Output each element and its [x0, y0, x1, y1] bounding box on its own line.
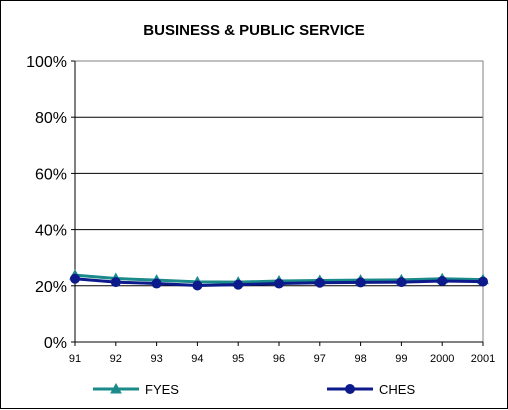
data-point: [110, 277, 121, 288]
y-tick-label: 40%: [35, 223, 67, 240]
x-tick-label: 91: [69, 353, 81, 365]
data-point: [233, 279, 244, 290]
x-tick-label: 2001: [471, 353, 495, 365]
data-point: [396, 277, 407, 288]
data-point: [70, 273, 80, 284]
legend-label: FYES: [145, 382, 179, 397]
legend-label: CHES: [379, 382, 415, 397]
legend-item-fyes: FYES: [93, 382, 179, 397]
chart-title: BUSINESS & PUBLIC SERVICE: [143, 22, 364, 39]
legend-item-ches: CHES: [327, 382, 415, 397]
x-tick-label: 94: [191, 353, 203, 365]
x-tick-label: 98: [354, 353, 366, 365]
x-tick-label: 97: [314, 353, 326, 365]
gridlines: [71, 60, 483, 343]
series: [69, 269, 489, 291]
series-ches: [70, 273, 488, 291]
y-tick-label: 60%: [35, 166, 67, 183]
data-point: [437, 276, 448, 287]
x-tick-label: 99: [395, 353, 407, 365]
legend: FYES CHES: [93, 382, 415, 397]
y-tick-label: 0%: [44, 335, 67, 352]
x-tick-labels: 91 92 93 94 95 96 97 98 99 2000 2001: [69, 353, 495, 365]
data-point: [274, 278, 284, 289]
y-tick-label: 80%: [35, 110, 67, 127]
legend-marker: [110, 382, 122, 394]
y-tick-label: 100%: [26, 54, 67, 71]
x-tick-label: 2000: [430, 353, 454, 365]
axes: [74, 61, 484, 346]
x-tick-label: 96: [273, 353, 285, 365]
legend-marker: [345, 384, 355, 394]
x-tick-label: 93: [150, 353, 162, 365]
x-tick-label: 92: [110, 353, 122, 365]
data-point: [478, 276, 488, 287]
plot-area: [74, 60, 484, 343]
y-tick-labels: 0% 20% 40% 60% 80% 100%: [26, 54, 67, 352]
x-tick-label: 95: [232, 353, 244, 365]
y-tick-label: 20%: [35, 279, 67, 296]
data-point: [192, 280, 203, 291]
data-point: [151, 278, 162, 289]
data-point: [314, 277, 325, 288]
data-point: [355, 277, 366, 288]
